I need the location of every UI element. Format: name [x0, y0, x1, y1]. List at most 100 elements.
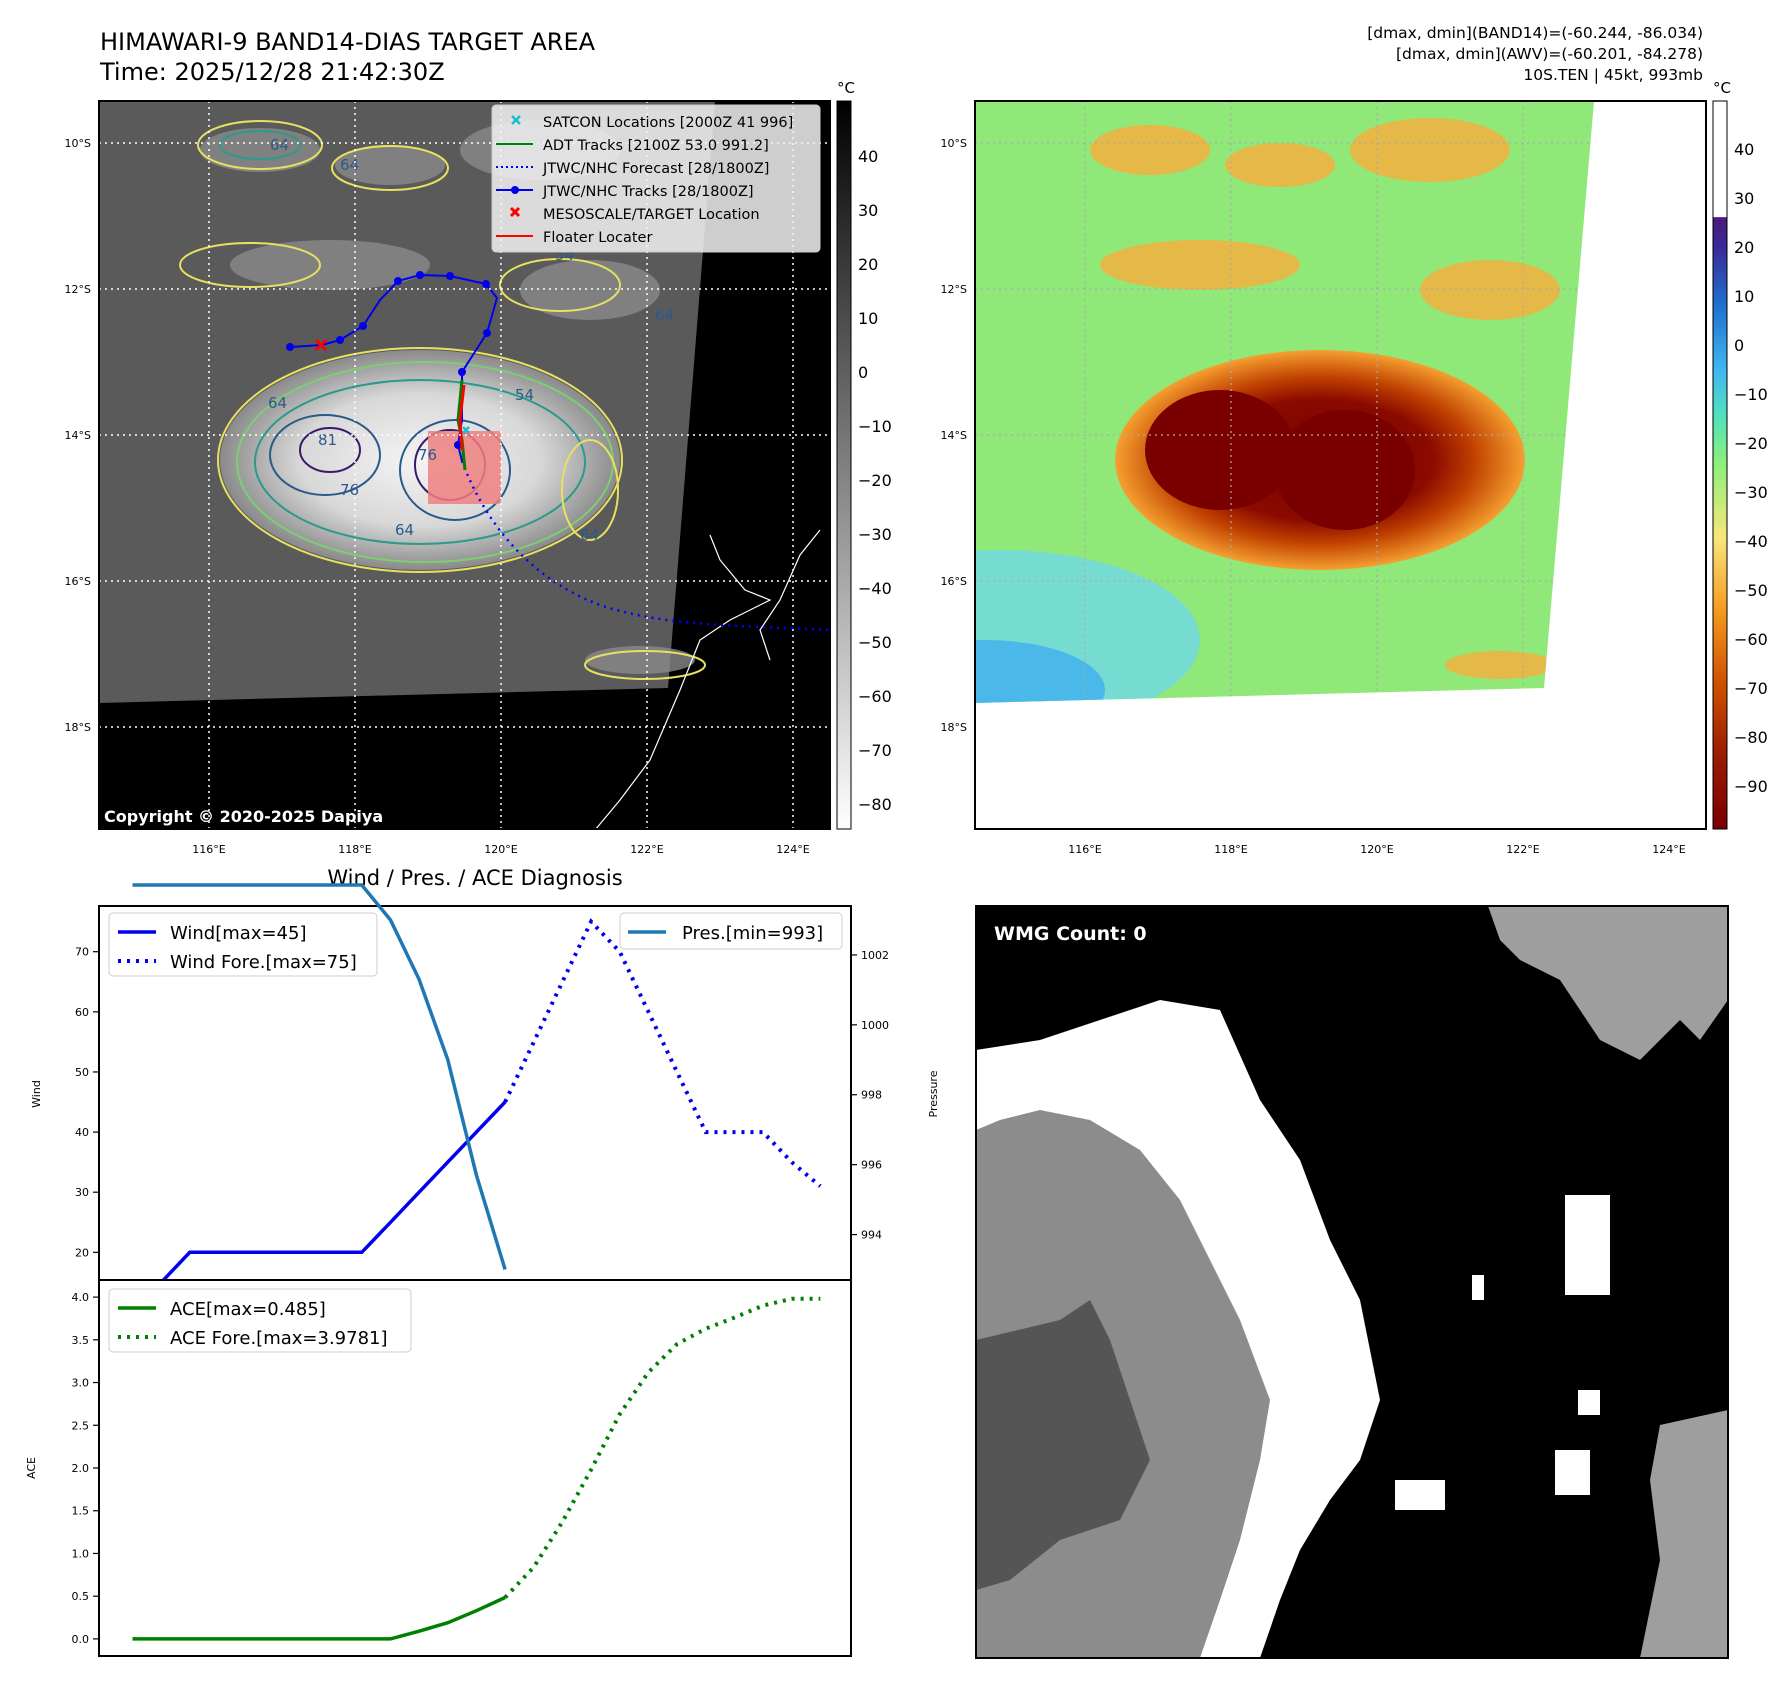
axis-tick-label: 3.0 [72, 1377, 90, 1390]
colorbar-tick: −20 [1734, 434, 1768, 453]
colorbar-tick: −30 [858, 525, 892, 544]
legend-box [491, 104, 821, 253]
contour-label: 64 [340, 156, 359, 174]
axis-tick-label: 996 [861, 1159, 882, 1172]
axis-tick-label: 0.0 [72, 1633, 90, 1646]
coastline [595, 534, 772, 829]
lat-label: 14°S [65, 429, 91, 442]
wmg-count-label: WMG Count: 0 [994, 923, 1147, 945]
contour-label: 76 [340, 481, 359, 499]
legend-label: SATCON Locations [2000Z 41 996] [543, 115, 793, 131]
lat-label: 14°S [941, 429, 967, 442]
colorbar-tick: 40 [1734, 140, 1754, 159]
ir-map-frame [98, 100, 831, 830]
lon-label: 116°E [192, 843, 225, 856]
axis-tick-label: 3.5 [72, 1334, 90, 1347]
color-lon-labels: 116°E 118°E 120°E 122°E 124°E [1068, 843, 1685, 856]
legend-forecast: JTWC/NHC Forecast [28/1800Z] [496, 161, 769, 177]
colorbar-tick: −10 [1734, 385, 1768, 404]
color-lat-labels: 10°S 12°S 14°S 16°S 18°S [941, 137, 967, 734]
axis-tick-label: 4.0 [72, 1291, 90, 1304]
ir-lat-labels: 10°S 12°S 14°S 16°S 18°S [65, 137, 91, 734]
ir-contours [179, 120, 706, 680]
colorbar-tick: −30 [1734, 483, 1768, 502]
diagnosis-title: Wind / Pres. / ACE Diagnosis [327, 866, 622, 890]
ir-colorbar-ramp [836, 100, 852, 830]
legend-label: MESOSCALE/TARGET Location [543, 207, 760, 223]
pressure-legend-box [619, 912, 843, 950]
axis-tick-label: 998 [861, 1089, 882, 1102]
ace-axis-label: ACE [25, 1457, 38, 1479]
wind-fcst-legend-label: Wind Fore.[max=75] [170, 952, 357, 973]
legend-satcon: SATCON Locations [2000Z 41 996] [511, 115, 793, 131]
copyright: Copyright © 2020-2025 Dapiya [104, 807, 383, 826]
ace-chart: 0.0 0.5 1.0 1.5 2.0 2.5 3.0 3.5 4.0 ACE ACE[max=… [25, 1279, 852, 1657]
color-map-frame [974, 100, 1707, 830]
colorbar-tick: −10 [858, 417, 892, 436]
colorbar-tick: 30 [1734, 189, 1754, 208]
colorbar-unit: °C [1713, 79, 1731, 97]
contour-label: 64 [268, 394, 287, 412]
colorbar-tick: −40 [858, 579, 892, 598]
axis-tick-label: 0.5 [72, 1590, 90, 1603]
colorbar-tick: −50 [858, 633, 892, 652]
wmg-white-band [976, 1000, 1380, 1658]
jtwc-forecast-track [460, 460, 830, 632]
contour-label: 64 [270, 136, 289, 154]
ir-colorbar: °C 40 30 20 10 0 −10 −20 −30 −40 −50 −60… [836, 79, 892, 830]
lon-label: 122°E [630, 843, 663, 856]
axis-tick-label: 1000 [861, 1019, 889, 1032]
storm-cloud-shield [220, 350, 620, 570]
contour-label: 64 [655, 306, 674, 324]
floater-locater [458, 384, 466, 451]
lat-label: 10°S [941, 137, 967, 150]
axis-tick-label: 60 [75, 1006, 89, 1019]
wmg-gray-se [1640, 1410, 1728, 1658]
ir-colorbar-ticks: 40 30 20 10 0 −10 −20 −30 −40 −50 −60 −7… [858, 147, 892, 814]
wind-series-line [132, 1100, 507, 1285]
ace-axis-ticks: 0.0 0.5 1.0 1.5 2.0 2.5 3.0 3.5 4.0 [72, 1291, 99, 1646]
lon-label: 116°E [1068, 843, 1101, 856]
satcon-marker [462, 426, 470, 434]
wmg-dark-gray [976, 1300, 1150, 1590]
colorbar-tick: −80 [858, 795, 892, 814]
axis-tick-label: 20 [75, 1246, 89, 1259]
colorbar-tick: −50 [1734, 581, 1768, 600]
coastline-east [759, 529, 821, 661]
color-core-east [1275, 410, 1415, 530]
ace-legend: ACE[max=0.485] ACE Fore.[max=3.9781] [108, 1288, 412, 1353]
figure-time: Time: 2025/12/28 21:42:30Z [99, 58, 445, 86]
colorbar-tick: −60 [858, 687, 892, 706]
colorbar-tick: 0 [858, 363, 868, 382]
jtwc-track-points [286, 271, 491, 449]
axis-tick-label: 1.5 [72, 1505, 90, 1518]
colorbar-tick: 40 [858, 147, 878, 166]
lat-label: 18°S [941, 721, 967, 734]
color-map-panel: 10°S 12°S 14°S 16°S 18°S 116°E 118°E 120… [941, 79, 1768, 856]
colorbar-tick: 30 [858, 201, 878, 220]
lat-label: 12°S [941, 283, 967, 296]
color-colorbar-ticks: 40 30 20 10 0 −10 −20 −30 −40 −50 −60 −7… [1734, 140, 1768, 796]
stats-storm: 10S.TEN | 45kt, 993mb [1523, 66, 1703, 84]
legend-label: ADT Tracks [2100Z 53.0 991.2] [543, 138, 769, 154]
axis-tick-label: 1.0 [72, 1547, 90, 1560]
lon-label: 120°E [1360, 843, 1393, 856]
colorbar-tick: 10 [858, 309, 878, 328]
ace-legend-box [108, 1288, 412, 1353]
colorbar-tick: 0 [1734, 336, 1744, 355]
lon-label: 118°E [1214, 843, 1247, 856]
lat-label: 16°S [65, 575, 91, 588]
contour-label: 54 [515, 386, 534, 404]
legend-target: MESOSCALE/TARGET Location [509, 206, 760, 223]
ace-fcst-legend-label: ACE Fore.[max=3.9781] [170, 1328, 388, 1349]
pressure-legend: Pres.[min=993] [619, 912, 843, 950]
axis-tick-label: 1002 [861, 949, 889, 962]
lat-label: 16°S [941, 575, 967, 588]
pressure-legend-label: Pres.[min=993] [682, 923, 823, 944]
axis-tick-label: 2.5 [72, 1419, 90, 1432]
colorbar-tick: −80 [1734, 728, 1768, 747]
stats-band14: [dmax, dmin](BAND14)=(-60.244, -86.034) [1367, 24, 1703, 42]
contour-label: 64 [395, 521, 414, 539]
lat-label: 12°S [65, 283, 91, 296]
wmg-gray-ne [1488, 906, 1728, 1060]
